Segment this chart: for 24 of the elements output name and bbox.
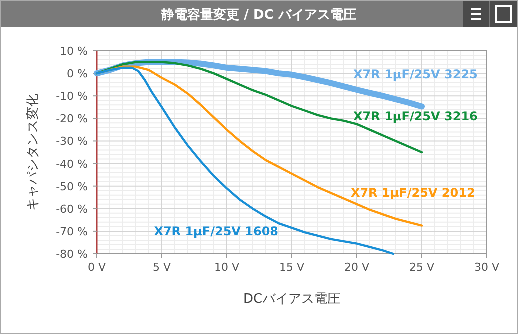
y-tick-label: -50 %: [56, 180, 88, 194]
y-tick-label: -40 %: [56, 158, 88, 171]
y-tick-label: -70 %: [56, 225, 88, 238]
series-label: X7R 1μF/25V 3216: [354, 109, 478, 124]
x-tick-label: 20 V: [344, 261, 370, 274]
series-label: X7R 1μF/25V 2012: [350, 186, 476, 200]
y-tick-label: -30 %: [56, 135, 88, 148]
y-tick-label: 0 %: [67, 68, 88, 81]
y-tick-label: -60 %: [56, 202, 88, 216]
y-tick-label: -80 %: [56, 248, 88, 261]
y-tick-label: 10 %: [60, 45, 88, 58]
x-axis-title: DCバイアス電圧: [243, 292, 341, 307]
x-tick-label: 30 V: [474, 261, 500, 274]
title: 静電容量変更 / DC バイアス電圧: [162, 8, 356, 23]
y-axis-title: キャパシタンス変化: [25, 94, 41, 211]
x-tick-label: 0 V: [88, 261, 106, 274]
y-tick-label: -10 %: [56, 90, 88, 104]
x-tick-label: 25 V: [409, 261, 435, 274]
x-tick-label: 5 V: [152, 261, 172, 274]
series-label: X7R 1μF/25V 1608: [154, 224, 279, 238]
series-label: X7R 1μF/25V 3225: [354, 68, 478, 82]
y-tick-label: -20 %: [56, 112, 88, 126]
x-tick-label: 10 V: [214, 261, 240, 274]
x-tick-label: 15 V: [279, 261, 305, 274]
